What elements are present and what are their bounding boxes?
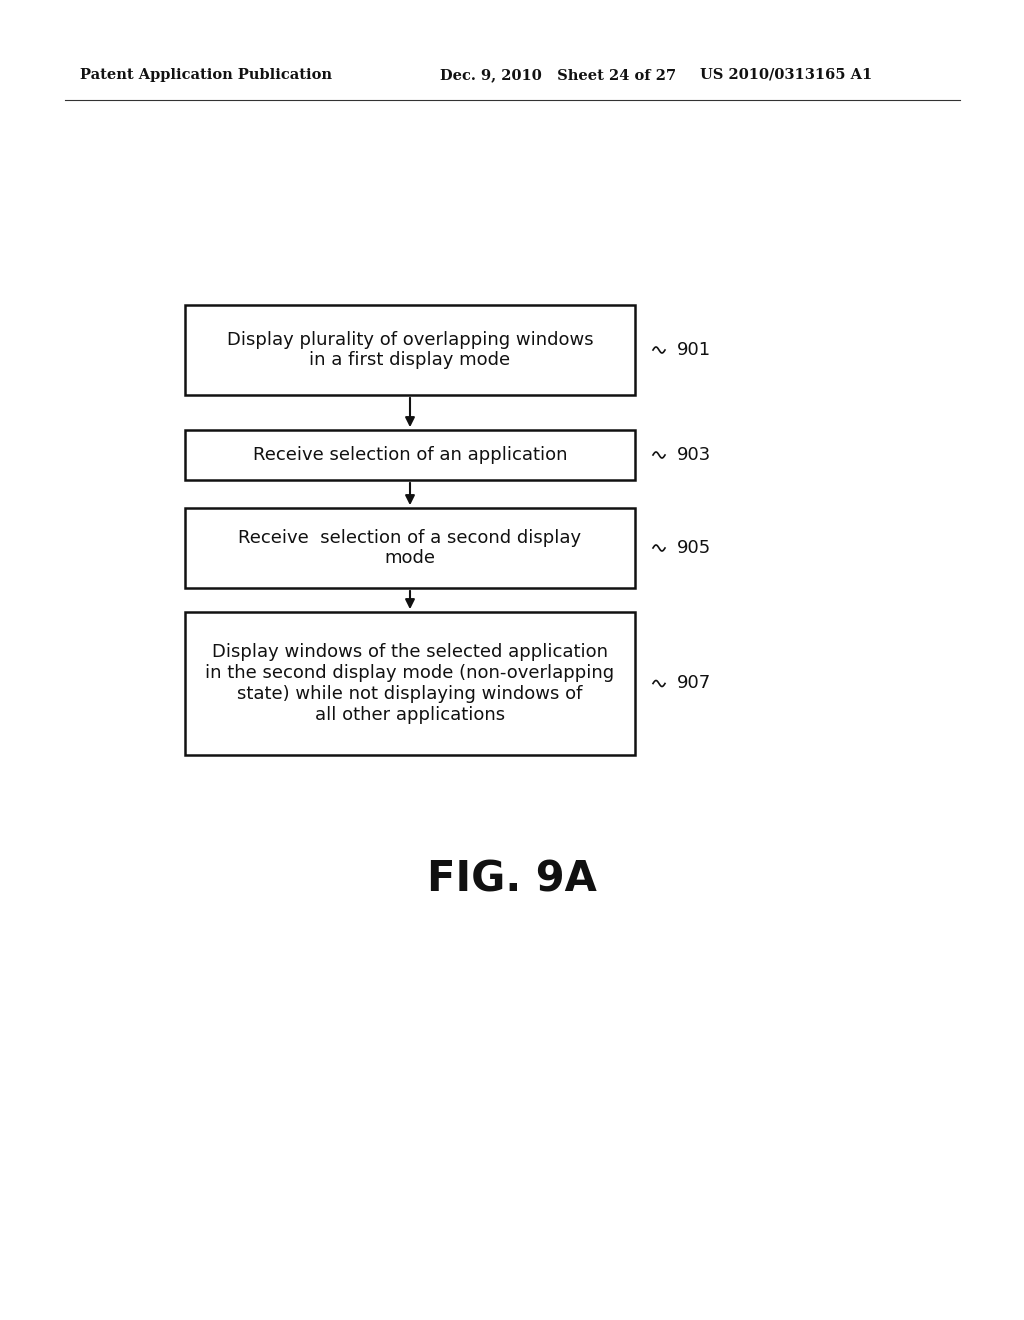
Text: US 2010/0313165 A1: US 2010/0313165 A1 (700, 69, 872, 82)
Text: 907: 907 (677, 675, 712, 693)
Text: 903: 903 (677, 446, 712, 465)
Text: Dec. 9, 2010   Sheet 24 of 27: Dec. 9, 2010 Sheet 24 of 27 (440, 69, 676, 82)
Text: Receive selection of an application: Receive selection of an application (253, 446, 567, 465)
Bar (185, 508, 635, 587)
Text: Display plurality of overlapping windows
in a first display mode: Display plurality of overlapping windows… (226, 330, 593, 370)
Text: Patent Application Publication: Patent Application Publication (80, 69, 332, 82)
Bar (185, 430, 635, 480)
Text: Display windows of the selected application
in the second display mode (non-over: Display windows of the selected applicat… (206, 643, 614, 723)
Bar (185, 305, 635, 395)
Text: Receive  selection of a second display
mode: Receive selection of a second display mo… (239, 528, 582, 568)
Text: FIG. 9A: FIG. 9A (427, 859, 597, 902)
Text: 905: 905 (677, 539, 712, 557)
Bar (185, 612, 635, 755)
Text: 901: 901 (677, 341, 711, 359)
